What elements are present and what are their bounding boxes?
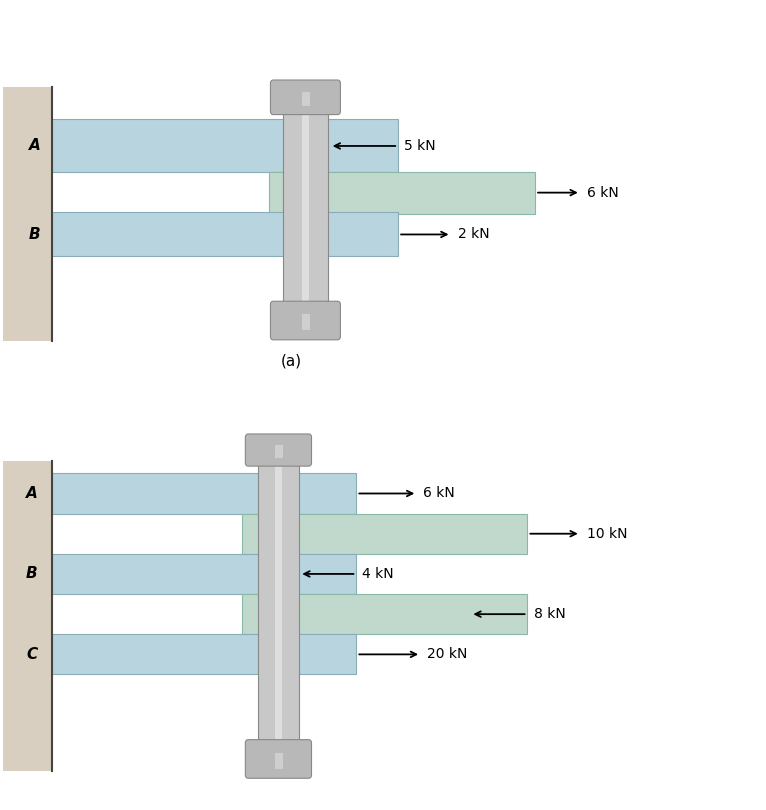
Text: (a): (a)	[281, 353, 303, 369]
Bar	[242, 594, 528, 634]
Polygon shape	[2, 462, 52, 771]
Bar	[302, 112, 309, 305]
Bar	[52, 554, 356, 594]
Text: B: B	[29, 227, 41, 242]
Bar	[242, 514, 528, 554]
Text: A: A	[29, 139, 41, 153]
Text: 20 kN: 20 kN	[427, 647, 467, 662]
Text: 4 kN: 4 kN	[362, 567, 393, 581]
Text: 5 kN: 5 kN	[404, 139, 436, 153]
Text: B: B	[26, 566, 38, 582]
FancyBboxPatch shape	[245, 434, 312, 466]
Text: 2 kN: 2 kN	[457, 228, 489, 241]
Text: A: A	[26, 486, 38, 501]
Bar	[302, 92, 310, 106]
Bar	[269, 172, 535, 214]
Bar	[275, 463, 282, 743]
FancyBboxPatch shape	[270, 80, 340, 114]
Bar	[52, 212, 398, 256]
FancyBboxPatch shape	[245, 740, 312, 778]
Bar	[283, 112, 329, 305]
Text: 10 kN: 10 kN	[587, 526, 627, 541]
Text: 6 kN: 6 kN	[424, 487, 455, 501]
Bar	[257, 463, 300, 743]
Bar	[52, 473, 356, 514]
Bar	[302, 314, 310, 330]
Bar	[275, 445, 283, 458]
Text: C: C	[26, 647, 38, 662]
Bar	[275, 752, 283, 769]
FancyBboxPatch shape	[270, 301, 340, 340]
Bar	[52, 119, 398, 172]
Bar	[52, 634, 356, 675]
Polygon shape	[2, 87, 52, 341]
Text: 8 kN: 8 kN	[534, 608, 565, 621]
Text: 6 kN: 6 kN	[587, 185, 619, 199]
